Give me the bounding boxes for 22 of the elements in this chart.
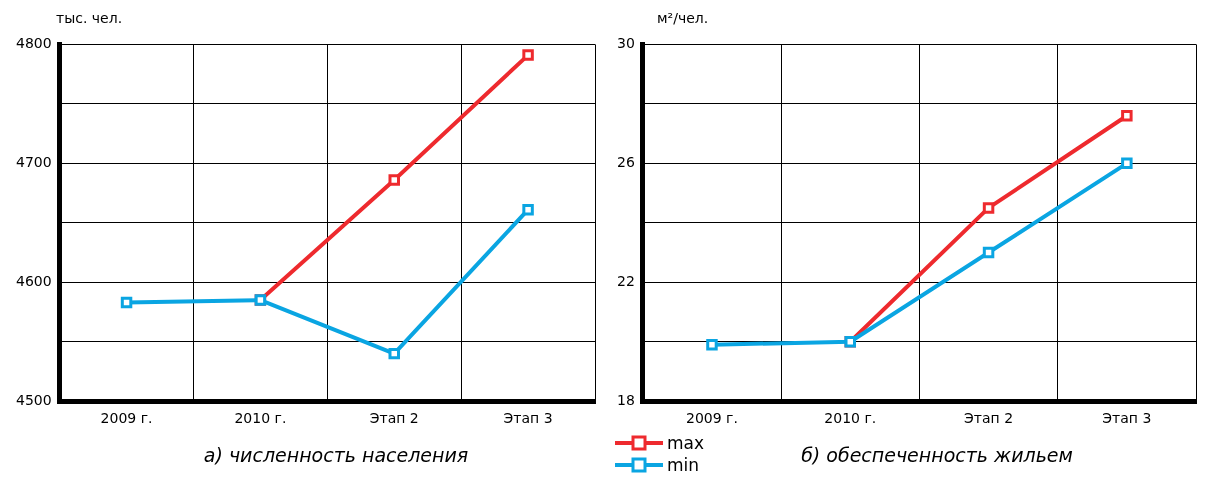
legend-label: min bbox=[666, 455, 700, 475]
y-tick-label: 4500 bbox=[15, 391, 52, 408]
x-tick-label: Этап 3 bbox=[503, 410, 553, 427]
x-tick-label: Этап 3 bbox=[1102, 410, 1152, 427]
y-tick-label: 26 bbox=[616, 153, 635, 170]
text: а) численность населения bbox=[202, 444, 470, 466]
y-tick-label: 30 bbox=[616, 35, 635, 52]
y-axis-title: тыс. чел. bbox=[56, 10, 123, 26]
legend-label: max bbox=[666, 433, 704, 453]
x-tick-label: 2010 г. bbox=[824, 410, 877, 427]
x-tick-label: 2009 г. bbox=[686, 410, 738, 427]
y-axis-title: м²/чел. bbox=[657, 10, 709, 26]
y-tick-label: 4800 bbox=[15, 35, 52, 52]
x-tick-label: Этап 2 bbox=[964, 410, 1014, 427]
y-tick-label: 18 bbox=[616, 391, 635, 408]
y-tick-label: 4700 bbox=[15, 153, 52, 170]
x-tick-label: 2010 г. bbox=[234, 410, 287, 427]
y-tick-label: 22 bbox=[616, 272, 635, 289]
x-tick-label: Этап 2 bbox=[369, 410, 419, 427]
x-tick-label: 2009 г. bbox=[100, 410, 153, 427]
text: б) обеспеченность жильем bbox=[801, 444, 1073, 466]
y-tick-label: 4600 bbox=[15, 272, 52, 289]
